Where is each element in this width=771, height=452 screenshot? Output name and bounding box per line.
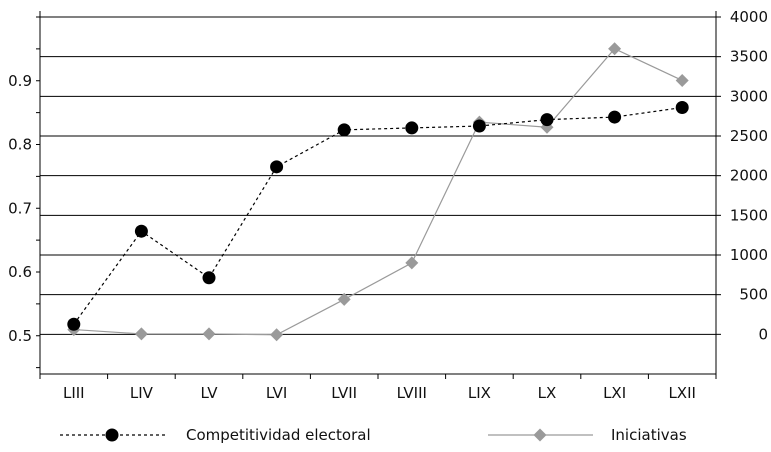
data-point xyxy=(270,160,284,174)
right-tick-label: 2500 xyxy=(730,127,768,145)
legend-marker xyxy=(533,428,547,442)
right-tick-label: 4000 xyxy=(730,8,768,26)
x-tick-label: LVI xyxy=(266,384,287,402)
data-point xyxy=(675,73,689,87)
data-point xyxy=(202,327,216,341)
series-competitividad-electoral xyxy=(67,101,689,331)
data-point xyxy=(405,256,419,270)
gridlines xyxy=(40,16,716,335)
x-tick-label: LXII xyxy=(668,384,695,402)
data-point xyxy=(472,119,486,133)
x-tick-label: LVII xyxy=(331,384,357,402)
x-tick-label: LV xyxy=(201,384,219,402)
x-tick-label: LX xyxy=(538,384,557,402)
right-tick-label: 500 xyxy=(739,286,768,304)
data-point xyxy=(67,317,81,331)
right-tick-label: 3000 xyxy=(730,87,768,105)
data-point xyxy=(675,101,689,115)
right-axis-ticks: 0 500 1000 1500 2000 2500 3000 3500 4000 xyxy=(716,8,768,343)
x-tick-label: LIV xyxy=(130,384,154,402)
axes xyxy=(39,11,717,375)
series-iniciativas xyxy=(67,42,689,342)
left-axis-ticks: 0.5 0.6 0.7 0.8 0.9 xyxy=(8,16,40,369)
data-point xyxy=(337,123,351,137)
left-tick-label: 0.5 xyxy=(8,327,32,345)
data-point xyxy=(337,292,351,306)
x-tick-label: LXI xyxy=(603,384,626,402)
right-tick-label: 0 xyxy=(758,325,768,343)
data-point xyxy=(540,113,554,127)
data-point xyxy=(270,328,284,342)
data-point xyxy=(405,121,419,135)
x-tick-label: LIII xyxy=(63,384,85,402)
left-tick-label: 0.8 xyxy=(8,136,32,154)
right-tick-label: 1000 xyxy=(730,246,768,264)
left-tick-label: 0.7 xyxy=(8,199,32,217)
x-axis-ticks: LIII LIV LV LVI LVII LVIII LIX LX LXI LXII xyxy=(39,374,717,402)
data-point xyxy=(134,224,148,238)
legend-item-competitividad-electoral: Competitividad electoral xyxy=(60,426,371,444)
legend-item-iniciativas: Iniciativas xyxy=(488,426,687,444)
left-tick-label: 0.9 xyxy=(8,72,32,90)
data-point xyxy=(134,327,148,341)
data-point xyxy=(608,42,622,56)
data-point xyxy=(202,271,216,285)
legend-marker xyxy=(105,428,119,442)
right-tick-label: 2000 xyxy=(730,167,768,185)
left-tick-label: 0.6 xyxy=(8,263,32,281)
x-tick-label: LIX xyxy=(468,384,491,402)
legend-label: Competitividad electoral xyxy=(186,426,371,444)
series-layer xyxy=(67,42,689,342)
series-line xyxy=(73,106,683,325)
right-tick-label: 1500 xyxy=(730,206,768,224)
x-tick-label: LVIII xyxy=(397,384,427,402)
series-line xyxy=(73,47,683,336)
legend: Competitividad electoral Iniciativas xyxy=(60,426,687,444)
legend-label: Iniciativas xyxy=(611,426,687,444)
right-tick-label: 3500 xyxy=(730,48,768,66)
data-point xyxy=(608,110,622,124)
